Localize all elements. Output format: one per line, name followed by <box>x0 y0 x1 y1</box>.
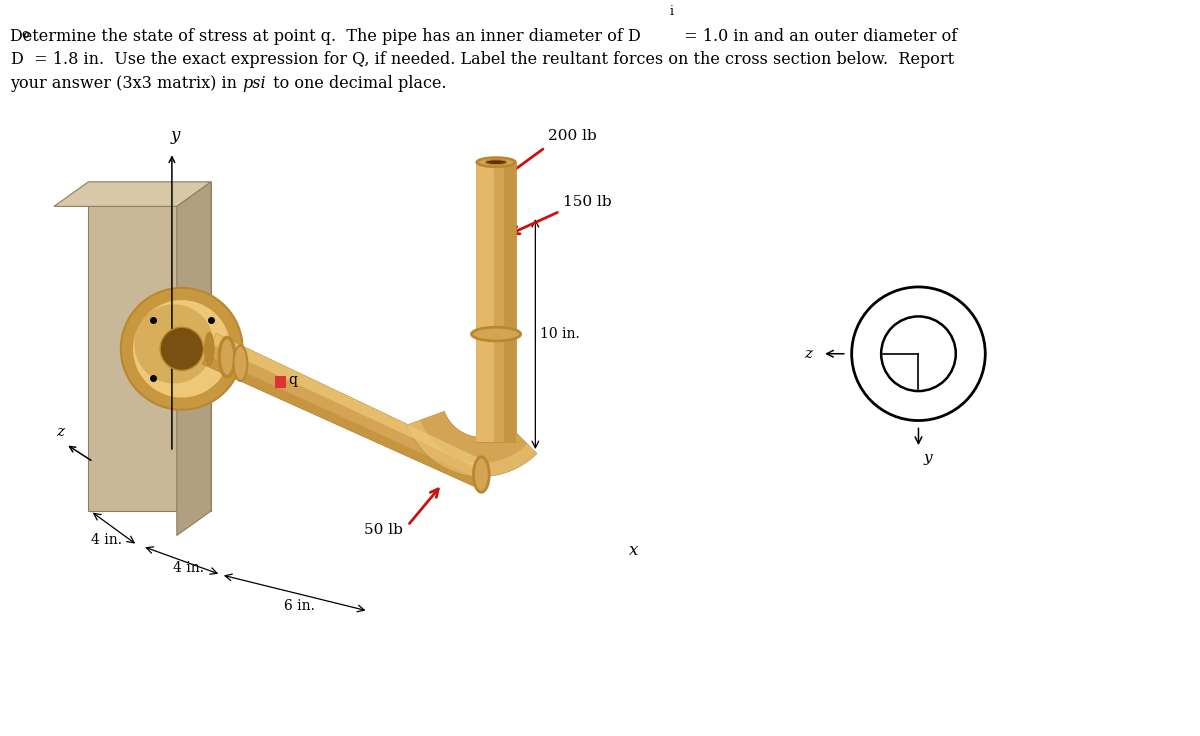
Polygon shape <box>408 411 536 476</box>
Ellipse shape <box>474 457 490 492</box>
Polygon shape <box>54 182 211 206</box>
Text: x: x <box>629 542 638 559</box>
Ellipse shape <box>133 300 230 397</box>
Text: z: z <box>56 425 64 439</box>
Ellipse shape <box>134 304 214 383</box>
Ellipse shape <box>234 346 247 381</box>
Text: i: i <box>670 5 674 18</box>
Text: to one decimal place.: to one decimal place. <box>268 75 446 92</box>
Text: = 1.8 in.  Use the exact expression for Q, if needed. Label the reultant forces : = 1.8 in. Use the exact expression for Q… <box>30 52 954 68</box>
Text: 150 lb: 150 lb <box>563 195 612 209</box>
Text: z: z <box>804 347 812 361</box>
Text: 10 in.: 10 in. <box>540 327 580 341</box>
Ellipse shape <box>485 160 506 165</box>
Polygon shape <box>275 376 287 388</box>
Polygon shape <box>476 162 516 442</box>
Polygon shape <box>211 333 487 471</box>
Text: 4 in.: 4 in. <box>90 534 121 548</box>
Text: o: o <box>22 29 29 41</box>
Text: y: y <box>170 127 180 144</box>
Ellipse shape <box>479 158 514 166</box>
Text: 6 in.: 6 in. <box>284 599 316 613</box>
Text: Determine the state of stress at point q.  The pipe has an inner diameter of D: Determine the state of stress at point q… <box>10 28 641 45</box>
Text: D: D <box>10 52 23 68</box>
Text: 50 lb: 50 lb <box>364 523 402 537</box>
Text: 200 lb: 200 lb <box>548 129 596 143</box>
Text: y: y <box>923 451 932 465</box>
Text: 4 in.: 4 in. <box>173 561 204 575</box>
Polygon shape <box>408 411 487 487</box>
Ellipse shape <box>220 337 235 377</box>
Text: psi: psi <box>242 75 266 92</box>
Polygon shape <box>476 162 494 442</box>
Polygon shape <box>408 420 536 476</box>
Ellipse shape <box>476 158 516 167</box>
Text: your answer (3x3 matrix) in: your answer (3x3 matrix) in <box>10 75 242 92</box>
Polygon shape <box>476 425 536 453</box>
Text: 150 lb: 150 lb <box>378 429 427 443</box>
Ellipse shape <box>204 332 214 366</box>
Ellipse shape <box>160 328 203 370</box>
Polygon shape <box>203 355 479 487</box>
Polygon shape <box>203 333 487 487</box>
Text: q: q <box>288 373 298 387</box>
Ellipse shape <box>121 288 242 410</box>
Polygon shape <box>504 162 516 442</box>
Polygon shape <box>176 182 211 536</box>
Ellipse shape <box>472 328 521 341</box>
Polygon shape <box>89 182 211 511</box>
Text: = 1.0 in and an outer diameter of: = 1.0 in and an outer diameter of <box>679 28 958 45</box>
